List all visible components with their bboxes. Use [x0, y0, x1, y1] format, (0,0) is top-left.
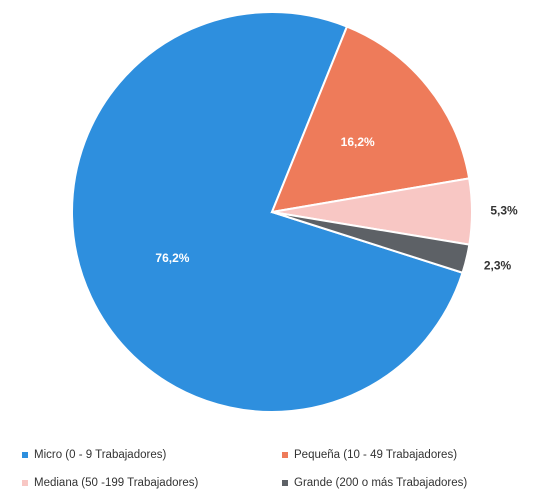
value-label: 5,3%: [490, 204, 518, 218]
legend-swatch: [282, 452, 288, 458]
pie-slice: [71, 11, 464, 413]
value-label: 2,3%: [484, 258, 512, 272]
legend-swatch: [282, 480, 288, 486]
legend-label: Mediana (50 -199 Trabajadores): [34, 477, 198, 489]
legend-label: Pequeña (10 - 49 Trabajadores): [294, 449, 457, 461]
pie-slice: [271, 211, 471, 274]
pie-slice: [270, 25, 471, 214]
value-label: 76,2%: [155, 251, 189, 265]
legend-label: Grande (200 o más Trabajadores): [294, 477, 467, 489]
legend-swatch: [22, 480, 28, 486]
value-label: 16,2%: [341, 135, 375, 149]
legend-swatch: [22, 452, 28, 458]
legend-label: Micro (0 - 9 Trabajadores): [34, 449, 166, 461]
